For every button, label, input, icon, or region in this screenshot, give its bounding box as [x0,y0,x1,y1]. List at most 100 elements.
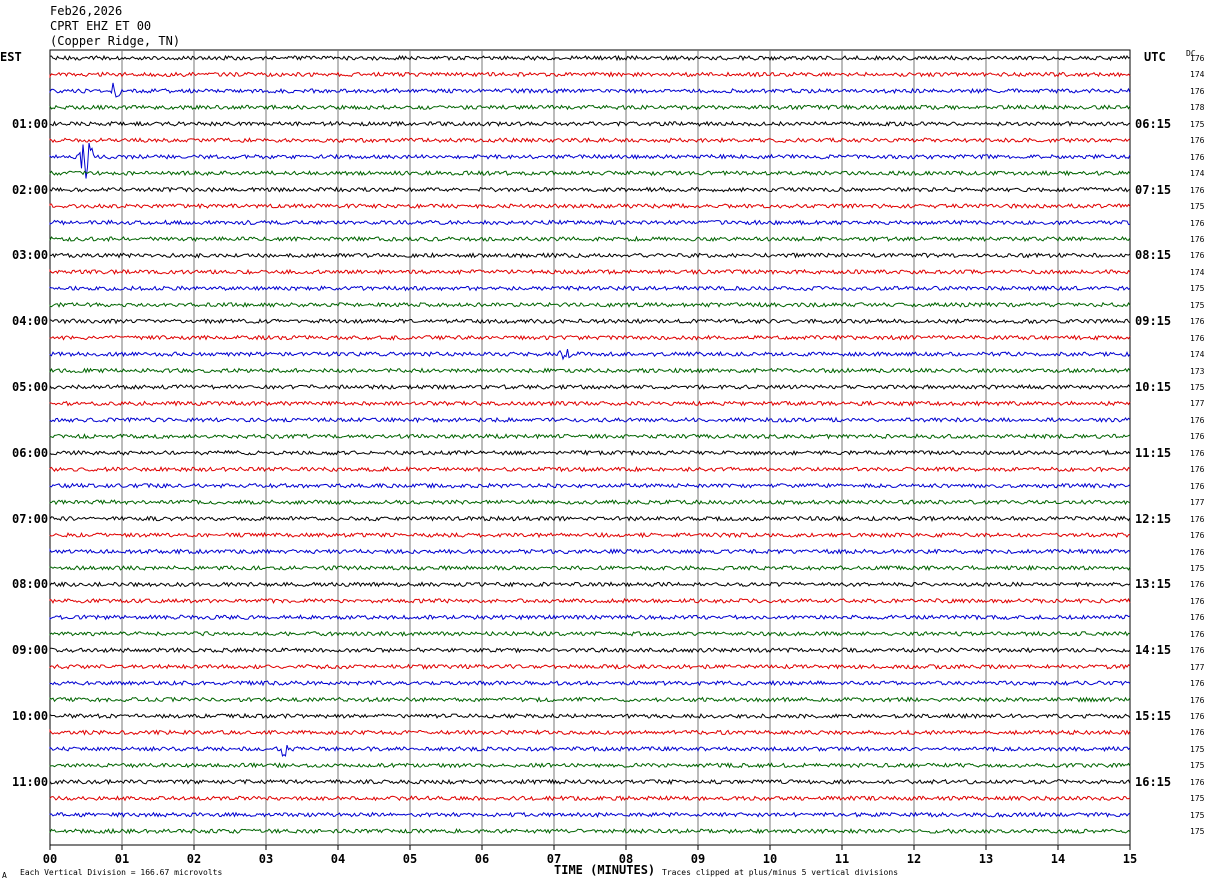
seismic-trace [49,712,1131,720]
utc-hour-label: 15:15 [1135,709,1172,723]
seismic-trace [49,252,1131,259]
dc-offset-value: 176 [1190,415,1205,425]
corner-mark: A [2,871,7,880]
x-tick-label: 07 [547,852,561,866]
seismic-trace [49,679,1131,687]
seismic-trace [49,71,1131,79]
dc-offset-value: 176 [1190,728,1205,738]
x-tick-label: 01 [115,852,129,866]
dc-offset-value: 175 [1190,119,1205,129]
dc-offset-value: 176 [1190,465,1205,475]
utc-axis-label: UTC [1144,50,1166,64]
dc-offset-value: 176 [1190,152,1205,162]
seismic-trace [49,762,1131,769]
seismic-trace [49,349,1131,361]
dc-offset-value: 176 [1190,234,1205,244]
x-tick-label: 14 [1051,852,1065,866]
seismic-trace [49,301,1131,308]
dc-offset-value: 175 [1190,563,1205,573]
utc-hour-label: 07:15 [1135,182,1172,197]
est-hour-label: 10:00 [12,709,49,723]
dc-offset-value: 176 [1190,547,1205,557]
seismic-trace [49,597,1131,604]
dc-offset-value: 177 [1190,399,1205,409]
x-axis-title: TIME (MINUTES) [554,863,656,877]
utc-hour-label: 09:15 [1135,314,1172,329]
dc-offset-value: 173 [1190,366,1205,376]
est-hour-label: 02:00 [12,182,49,197]
seismic-trace [49,744,1131,757]
dc-offset-value: 177 [1190,498,1205,508]
seismic-trace [49,564,1131,572]
seismic-trace [49,219,1131,226]
seismic-trace [49,383,1131,391]
seismic-trace [49,531,1131,539]
x-tick-label: 02 [187,852,201,866]
dc-offset-value: 176 [1190,136,1205,146]
dc-offset-value: 175 [1190,827,1205,837]
dc-offset-value: 176 [1190,613,1205,623]
scale-note: Each Vertical Division = 166.67 microvol… [20,868,223,877]
seismic-trace [49,317,1131,325]
utc-hour-label: 06:15 [1135,116,1172,131]
seismic-trace [49,104,1131,111]
dc-offset-value: 175 [1190,300,1205,310]
dc-offset-value: 176 [1190,218,1205,228]
seismic-trace [49,416,1131,424]
dc-offset-value: 176 [1190,185,1205,195]
clip-note: Traces clipped at plus/minus 5 vertical … [662,868,899,877]
dc-offset-value: 175 [1190,810,1205,820]
seismic-trace [49,367,1131,374]
x-tick-label: 00 [43,852,57,866]
seismic-trace [49,548,1131,555]
dc-offset-value: 176 [1190,596,1205,606]
dc-offset-value: 176 [1190,580,1205,590]
seismic-trace [49,499,1131,506]
utc-hour-label: 12:15 [1135,511,1172,526]
seismic-trace [49,82,1131,98]
dc-offset-value: 175 [1190,202,1205,212]
dc-offset-value: 176 [1190,317,1205,327]
seismic-trace [49,466,1131,473]
seismic-trace [49,202,1131,210]
seismic-trace [49,186,1131,193]
utc-hour-label: 14:15 [1135,643,1172,658]
x-tick-label: 15 [1123,852,1137,866]
seismic-trace [49,482,1131,489]
est-hour-label: 08:00 [12,577,49,592]
dc-offset-value: 175 [1190,794,1205,804]
dc-offset-value: 174 [1190,169,1205,179]
utc-hour-label: 10:15 [1135,380,1172,394]
seismic-trace [49,647,1131,654]
dc-offset-value: 177 [1190,662,1205,672]
seismic-trace [49,285,1131,292]
dc-offset-value: 175 [1190,383,1205,392]
seismic-trace [49,449,1131,457]
x-tick-label: 09 [691,852,705,866]
dc-offset-value: 176 [1190,86,1205,96]
x-tick-label: 08 [619,852,633,866]
header-station: CPRT EHZ ET 00 [50,19,152,33]
seismic-trace [49,581,1131,588]
seismic-trace [49,235,1131,243]
x-tick-label: 11 [835,852,849,866]
dc-offset-value: 176 [1190,432,1205,442]
seismic-trace [49,169,1131,177]
seismic-trace [49,630,1131,637]
x-tick-label: 06 [475,852,489,866]
dc-offset-value: 176 [1190,251,1205,261]
seismic-trace [49,334,1131,341]
est-hour-label: 11:00 [12,774,49,789]
seismic-trace [49,120,1131,127]
est-hour-label: 07:00 [12,511,49,526]
seismic-trace [49,268,1131,276]
seismic-trace [49,137,1131,144]
dc-offset-value: 176 [1190,531,1205,541]
x-tick-label: 10 [763,852,777,866]
dc-offset-value: 176 [1190,629,1205,639]
x-tick-label: 12 [907,852,921,866]
seismic-trace [49,728,1131,736]
utc-hour-label: 13:15 [1135,577,1172,592]
est-hour-label: 04:00 [12,314,49,329]
dc-header: DC [1186,49,1196,58]
